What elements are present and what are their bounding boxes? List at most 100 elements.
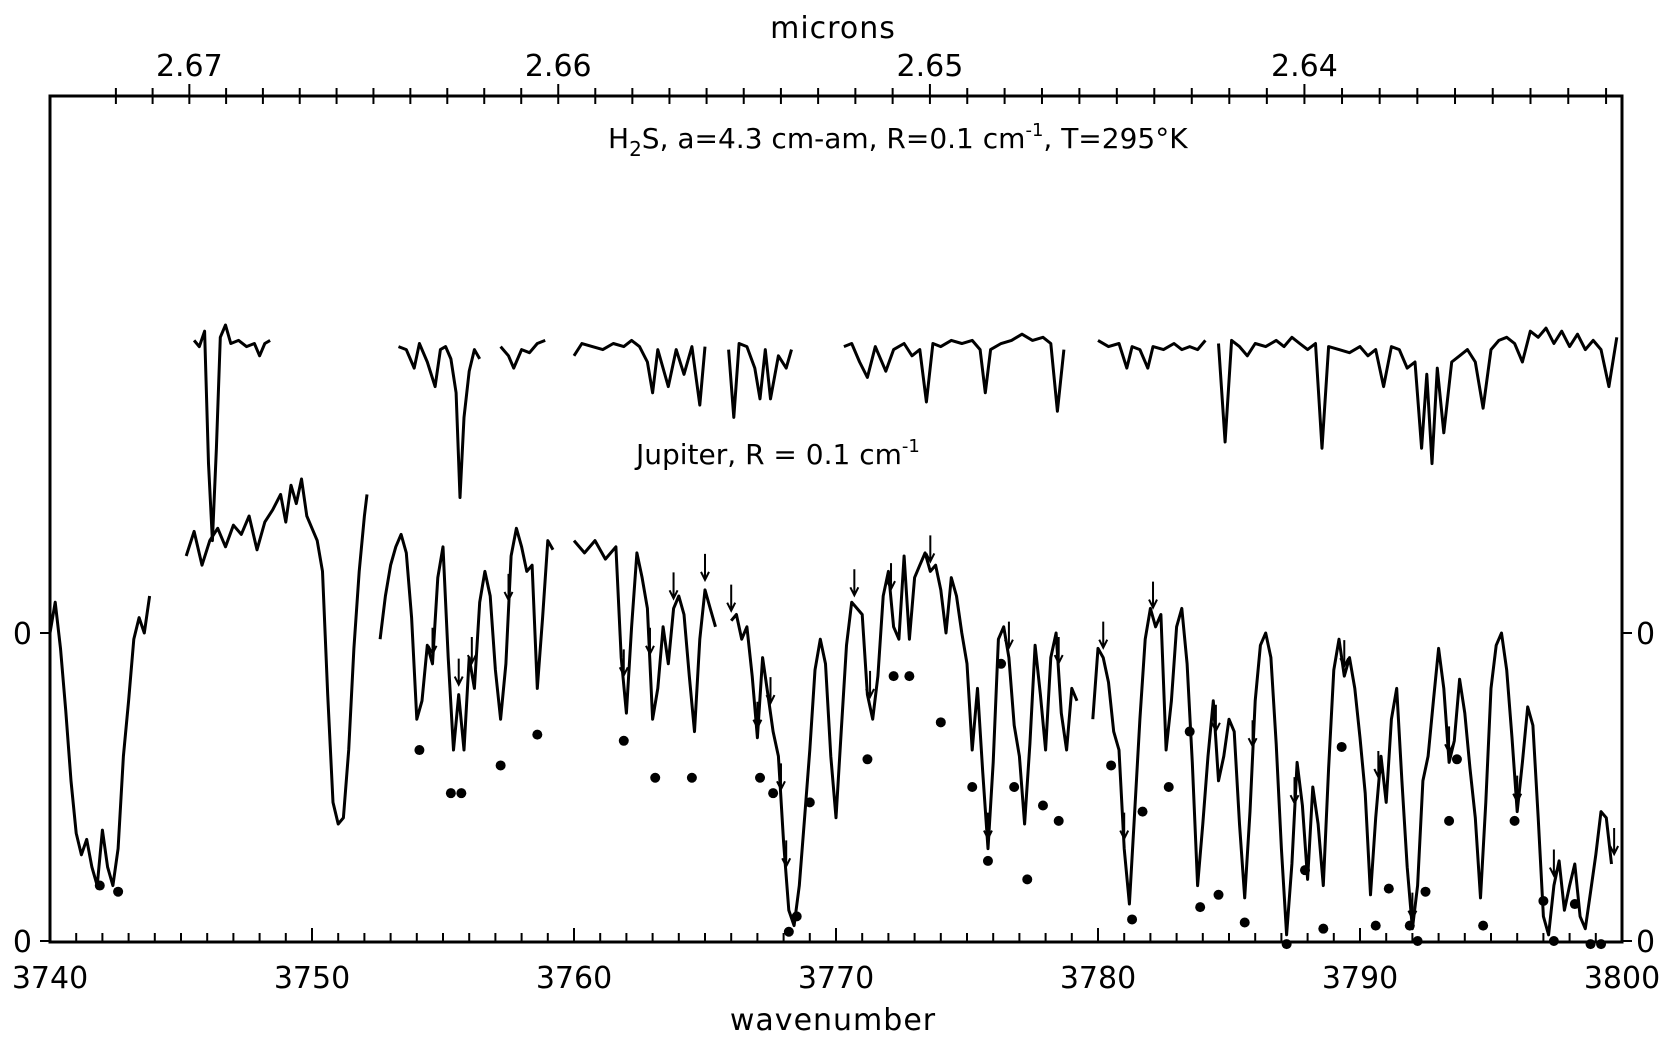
dot-marker bbox=[1478, 920, 1489, 931]
dot-marker bbox=[686, 772, 697, 783]
dot-marker bbox=[1412, 936, 1423, 946]
arrow-marker bbox=[668, 572, 679, 601]
dot-marker bbox=[904, 671, 915, 682]
dot-marker bbox=[445, 788, 456, 799]
x-tick-label: 3740 bbox=[12, 961, 88, 996]
dot-marker bbox=[1137, 806, 1148, 817]
arrow-marker bbox=[503, 573, 514, 603]
h2s-trace-segment bbox=[397, 342, 482, 499]
arrow-marker bbox=[752, 701, 763, 730]
arrow-marker bbox=[1373, 751, 1384, 780]
arrow-marker bbox=[1119, 812, 1130, 841]
arrow-marker bbox=[865, 670, 875, 700]
arrow-marker bbox=[453, 658, 464, 687]
dot-marker bbox=[1239, 917, 1250, 928]
arrow-marker bbox=[1512, 775, 1523, 804]
arrow-marker bbox=[1247, 720, 1258, 749]
x-tick-label: 3760 bbox=[536, 961, 612, 996]
dot-marker bbox=[650, 772, 661, 783]
x-tick-label: 3770 bbox=[798, 961, 874, 996]
dot-marker bbox=[1009, 782, 1020, 792]
top-tick-label: 2.65 bbox=[897, 49, 964, 84]
dot-marker bbox=[982, 855, 993, 866]
arrow-marker bbox=[925, 535, 936, 564]
x-axis-label: wavenumber bbox=[730, 1003, 936, 1038]
arrow-marker bbox=[618, 649, 629, 678]
h2s-mid: S, a=4.3 cm-am, R=0.1 cm bbox=[642, 122, 1026, 155]
dot-marker bbox=[1106, 760, 1117, 771]
jupiter-annotation: Jupiter, R = 0.1 cm-1 bbox=[634, 436, 920, 471]
dot-marker bbox=[888, 671, 899, 682]
dot-marker bbox=[1318, 923, 1329, 934]
line-markers bbox=[94, 535, 1620, 950]
dot-marker bbox=[456, 788, 467, 799]
dot-marker bbox=[1404, 920, 1415, 931]
h2s-subscript: 2 bbox=[629, 137, 642, 161]
x-tick-label: 3750 bbox=[274, 961, 350, 996]
left-zero-label: 0 bbox=[13, 925, 32, 960]
jupiter-trace-segment bbox=[1091, 606, 1613, 937]
arrow-marker bbox=[645, 627, 655, 657]
dot-marker bbox=[1509, 815, 1520, 826]
dot-marker bbox=[1383, 883, 1394, 894]
h2s-trace-segment bbox=[499, 339, 546, 370]
dot-marker bbox=[94, 880, 105, 891]
h2s-superscript: -1 bbox=[1025, 120, 1043, 141]
arrow-marker bbox=[849, 569, 860, 598]
h2s-end: , T=295°K bbox=[1043, 122, 1188, 155]
dot-marker bbox=[618, 735, 629, 746]
h2s-trace-segment bbox=[192, 323, 271, 543]
h2s-annotation: H2S, a=4.3 cm-am, R=0.1 cm-1, T=295°K bbox=[608, 120, 1188, 161]
dot-marker bbox=[532, 729, 543, 740]
x-tick-label: 3800 bbox=[1584, 961, 1660, 996]
dot-marker bbox=[1022, 874, 1033, 885]
dot-marker bbox=[1299, 865, 1310, 876]
dot-marker bbox=[113, 886, 124, 897]
dot-marker bbox=[1538, 895, 1549, 906]
h2s-trace-segment bbox=[572, 338, 707, 407]
jupiter-trace-segment bbox=[730, 551, 1079, 928]
dot-marker bbox=[495, 760, 506, 771]
jupiter-trace-segment bbox=[184, 477, 369, 826]
dot-marker bbox=[791, 911, 802, 922]
arrow-marker bbox=[1609, 828, 1620, 857]
dot-marker bbox=[1569, 899, 1580, 910]
arrow-marker bbox=[466, 637, 477, 666]
jupiter-trace-segment bbox=[572, 539, 717, 734]
dot-marker bbox=[783, 926, 794, 937]
dot-marker bbox=[1548, 936, 1559, 946]
h2s-trace-segment bbox=[1217, 326, 1619, 466]
arrow-marker bbox=[1004, 621, 1014, 650]
jupiter-trace-segment bbox=[48, 595, 152, 888]
arrow-marker bbox=[1098, 621, 1109, 650]
dot-marker bbox=[935, 717, 946, 728]
dot-marker bbox=[1053, 815, 1064, 826]
dot-marker bbox=[1596, 939, 1607, 950]
arrow-marker bbox=[886, 563, 896, 592]
dot-marker bbox=[1213, 889, 1224, 900]
h2s-trace-segment bbox=[1097, 339, 1207, 370]
arrow-marker bbox=[1211, 704, 1221, 734]
arrow-marker bbox=[1289, 777, 1300, 806]
dot-marker bbox=[1195, 902, 1206, 913]
arrow-marker bbox=[781, 840, 792, 869]
dot-marker bbox=[1281, 939, 1292, 950]
jupiter-main: Jupiter, R = 0.1 cm bbox=[634, 438, 902, 471]
dot-marker bbox=[967, 782, 978, 792]
dot-marker bbox=[414, 745, 425, 756]
top-axis-label: microns bbox=[770, 11, 896, 46]
arrow-marker bbox=[427, 627, 438, 657]
series-group bbox=[48, 323, 1619, 937]
zero-level-labels: 0 0 0 0 bbox=[13, 617, 1655, 960]
x-tick-label: 3790 bbox=[1322, 961, 1398, 996]
top-axis: 2.67 2.66 2.65 2.64 bbox=[114, 49, 1608, 104]
dot-marker bbox=[1370, 920, 1381, 931]
h2s-prefix: H bbox=[608, 122, 629, 155]
dot-marker bbox=[1336, 741, 1347, 752]
arrow-marker bbox=[1444, 726, 1454, 755]
dot-marker bbox=[1127, 914, 1138, 925]
arrow-marker bbox=[1053, 637, 1064, 666]
right-zero-label: 0 bbox=[1636, 617, 1655, 652]
arrow-marker bbox=[1548, 849, 1559, 878]
